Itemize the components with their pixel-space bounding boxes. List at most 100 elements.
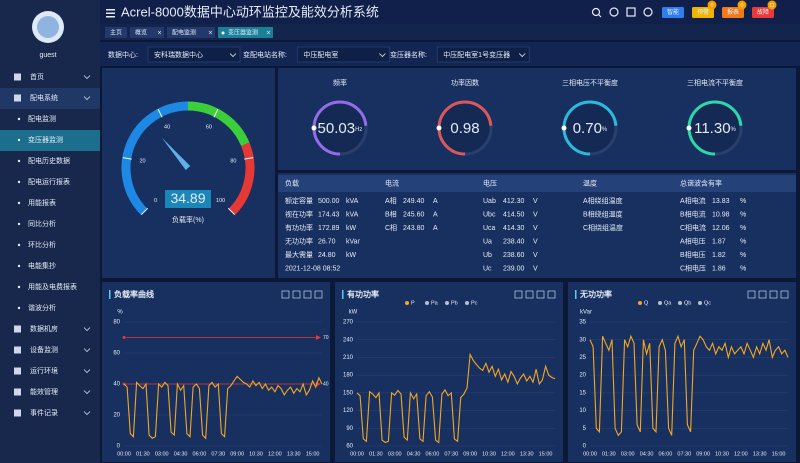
submenu-item[interactable]: 电能集抄 [28, 261, 56, 270]
indicator-dot [686, 125, 692, 131]
legend-label[interactable]: Qb [684, 300, 691, 306]
legend-label[interactable]: Q [644, 300, 649, 306]
indicator-title: 频率 [333, 78, 347, 87]
header-button[interactable] [662, 7, 684, 18]
filter-select[interactable] [436, 46, 530, 63]
table-cell: Uca [483, 225, 496, 232]
submenu-item[interactable]: 环比分析 [28, 240, 56, 249]
table-header-cell: 电流 [385, 178, 399, 187]
legend-label[interactable]: Qa [664, 300, 672, 306]
toolbox-icon[interactable] [525, 290, 534, 299]
hamburger[interactable] [106, 9, 115, 18]
submenu-item[interactable]: 用能及电费报表 [28, 282, 77, 291]
table-cell: A [433, 198, 438, 205]
legend-label[interactable]: P [411, 300, 415, 306]
menu-item[interactable]: 配电系统 [30, 93, 58, 102]
toolbox-icon[interactable] [536, 290, 545, 299]
indicator-title: 三相电压不平衡度 [562, 78, 618, 87]
filter-select[interactable] [297, 46, 390, 63]
submenu-dot [17, 159, 21, 163]
table-cell: C相 [385, 223, 397, 232]
select-arrow [229, 53, 237, 58]
table-cell: A [433, 225, 438, 232]
submenu-item[interactable]: 配电监测 [28, 114, 56, 123]
x-tick-label: 13:30 [753, 451, 767, 457]
legend-label[interactable]: Pc [471, 300, 478, 306]
chart-panel [568, 282, 796, 462]
table-cell: A相电压 [680, 236, 706, 245]
x-tick-label: 01:30 [602, 451, 616, 457]
menu-item[interactable]: 设备监测 [30, 345, 58, 354]
tab[interactable] [167, 27, 215, 38]
x-tick-label: 03:00 [388, 451, 402, 457]
legend-dot [678, 301, 682, 305]
toolbox-icon[interactable] [292, 290, 301, 299]
menu-item[interactable]: 运行环境 [30, 366, 58, 375]
header-button[interactable] [692, 7, 714, 18]
indicator-title: 功率因数 [451, 78, 479, 87]
table-cell: V [533, 265, 538, 272]
legend-label[interactable]: Pb [451, 300, 458, 306]
toolbox-icon[interactable] [314, 290, 323, 299]
toolbox-icon[interactable] [769, 290, 778, 299]
table-cell: kVA [346, 198, 359, 205]
menu-item[interactable]: 事件记录 [30, 408, 58, 417]
submenu-dot [17, 117, 21, 121]
submenu-item[interactable]: 配电运行报表 [28, 177, 70, 186]
menu-item[interactable]: 能效管理 [30, 387, 58, 396]
indicator-dot [561, 125, 567, 131]
y-tick-label: 150 [343, 390, 354, 396]
menu-icon [14, 367, 21, 375]
legend-dot [698, 301, 702, 305]
toolbox-icon[interactable] [547, 290, 556, 299]
tab-label: 配电监测 [172, 29, 196, 37]
x-tick-label: 04:30 [407, 451, 421, 457]
toolbox-icon[interactable] [780, 290, 789, 299]
legend-label[interactable]: Qc [704, 300, 711, 306]
submenu-item[interactable]: 变压器监测 [28, 135, 63, 144]
legend-label[interactable]: Pa [431, 300, 439, 306]
y-tick-label: 0 [583, 444, 587, 450]
table-cell: 412.30 [503, 198, 525, 205]
toolbox-icon[interactable] [281, 290, 290, 299]
tab[interactable] [218, 27, 273, 38]
indicator-dot [311, 125, 317, 131]
submenu-item[interactable]: 同比分析 [28, 219, 56, 228]
menu-chevron [83, 369, 91, 374]
gauge-band [228, 142, 255, 216]
menu-active-bg [0, 130, 100, 151]
x-tick-label: 00:00 [350, 451, 364, 457]
toolbox-icon[interactable] [303, 290, 312, 299]
submenu-dot [17, 138, 21, 142]
tab-close: × [208, 30, 213, 37]
tab-label: 变压器监测 [228, 29, 258, 37]
y-tick-label: 210 [343, 355, 354, 361]
table-cell: B相绕组温度 [583, 209, 623, 218]
menu-chevron [83, 390, 91, 395]
chart-panel [102, 282, 330, 462]
toolbar-icons[interactable] [591, 7, 653, 18]
tab[interactable] [105, 27, 127, 38]
header-button[interactable] [722, 7, 744, 18]
table-cell: % [740, 211, 746, 218]
table-header [278, 175, 796, 192]
x-tick-label: 10:30 [715, 451, 729, 457]
table-cell: Ub [483, 252, 492, 259]
tab[interactable] [130, 27, 164, 38]
filter-select[interactable] [147, 46, 241, 63]
header-button[interactable] [752, 7, 774, 18]
toolbox-icon[interactable] [747, 290, 756, 299]
menu-item[interactable]: 首页 [30, 72, 44, 81]
y-tick-label: 90 [346, 426, 353, 432]
submenu-item[interactable]: 配电历史数据 [28, 156, 70, 165]
table-header-cell: 总谐波含有率 [680, 178, 722, 187]
indicator-number: 0.98 [450, 120, 479, 137]
toolbox-icon[interactable] [758, 290, 767, 299]
menu-icon [14, 325, 21, 333]
submenu-item[interactable]: 谐波分析 [28, 303, 56, 312]
menu-item[interactable]: 数据机房 [30, 324, 58, 333]
indicator-unit: Hz [355, 127, 362, 133]
submenu-item[interactable]: 用能报表 [28, 198, 56, 207]
toolbox-icon[interactable] [514, 290, 523, 299]
table-cell: V [533, 198, 538, 205]
